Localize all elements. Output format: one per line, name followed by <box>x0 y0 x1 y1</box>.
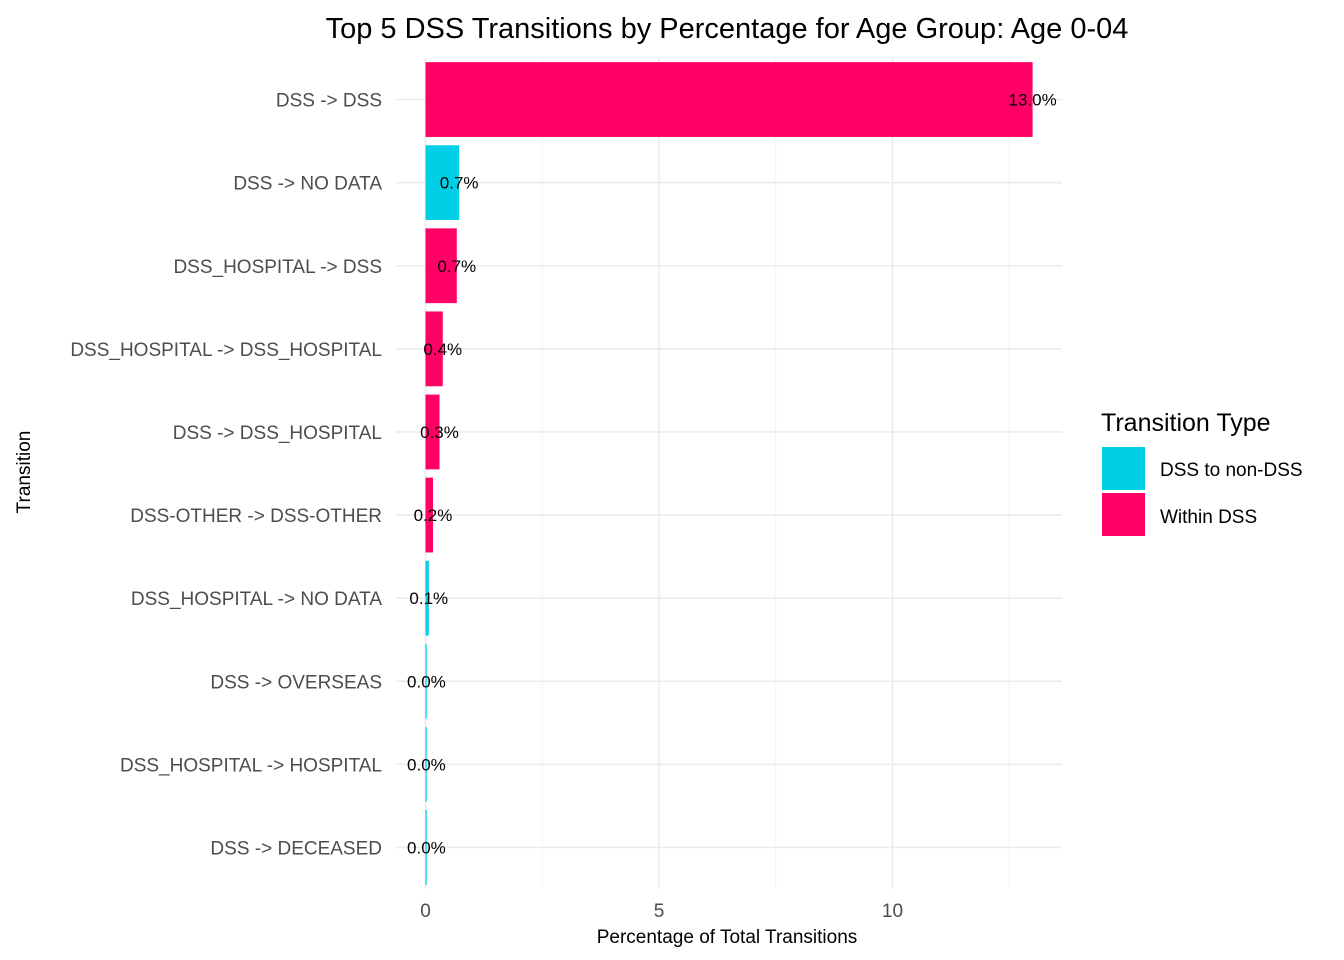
bar-value-label: 0.4% <box>423 340 462 359</box>
y-tick-label: DSS-OTHER -> DSS-OTHER <box>130 506 382 527</box>
y-tick-label: DSS_HOSPITAL -> DSS_HOSPITAL <box>70 340 382 361</box>
y-tick-label: DSS_HOSPITAL -> NO DATA <box>131 589 382 610</box>
chart-title: Top 5 DSS Transitions by Percentage for … <box>326 13 1129 45</box>
y-axis-ticks: DSS -> DSS DSS -> NO DATA DSS_HOSPITAL -> … <box>70 91 382 860</box>
y-tick-label: DSS -> DSS_HOSPITAL <box>173 423 382 444</box>
y-tick-label: DSS -> OVERSEAS <box>210 672 382 693</box>
bar <box>425 643 427 719</box>
bar <box>425 394 440 470</box>
bar-value-label: 0.7% <box>440 174 479 193</box>
bar-value-label: 0.0% <box>407 672 446 691</box>
bar <box>425 810 427 885</box>
x-tick-label: 10 <box>882 901 903 922</box>
y-tick-label: DSS_HOSPITAL -> HOSPITAL <box>120 755 382 776</box>
y-tick-label: DSS_HOSPITAL -> DSS <box>173 257 382 278</box>
bar <box>425 477 433 553</box>
y-tick-label: DSS -> DECEASED <box>210 838 382 859</box>
y-tick-label: DSS -> NO DATA <box>233 174 382 195</box>
x-axis-title: Percentage of Total Transitions <box>597 927 858 948</box>
grid-lines <box>396 58 1062 889</box>
legend-label-within-dss: Within DSS <box>1160 507 1257 528</box>
bars <box>425 62 1033 885</box>
bar-value-label: 0.0% <box>407 755 446 774</box>
bar-value-label: 0.0% <box>407 838 446 857</box>
x-axis-ticks: 0 5 10 <box>420 901 903 922</box>
bar-value-label: 0.7% <box>437 257 476 276</box>
bar-value-label: 0.1% <box>409 589 448 608</box>
bar-value-label: 0.3% <box>420 423 459 442</box>
bar-value-label: 0.2% <box>414 506 453 525</box>
x-tick-label: 0 <box>420 901 431 922</box>
legend-swatch-within-dss <box>1102 493 1145 536</box>
x-tick-label: 5 <box>654 901 665 922</box>
y-axis-title: Transition <box>14 431 35 514</box>
legend: Transition Type DSS to non-DSS Within DS… <box>1101 409 1303 536</box>
bar-labels: 13.0% 0.7% 0.7% 0.4% 0.3% 0.2% 0.1% 0.0% 0.0% 0.0… <box>407 91 1057 858</box>
bar <box>425 145 460 221</box>
bar <box>425 62 1033 137</box>
legend-label-dss-to-non-dss: DSS to non-DSS <box>1160 460 1303 481</box>
bar-value-label: 13.0% <box>1008 91 1056 110</box>
legend-swatch-dss-to-non-dss <box>1102 447 1145 490</box>
bar <box>425 311 443 387</box>
legend-title: Transition Type <box>1101 409 1271 437</box>
y-tick-label: DSS -> DSS <box>276 91 382 112</box>
bar <box>425 560 429 636</box>
bar <box>425 726 427 802</box>
bar <box>425 228 457 304</box>
